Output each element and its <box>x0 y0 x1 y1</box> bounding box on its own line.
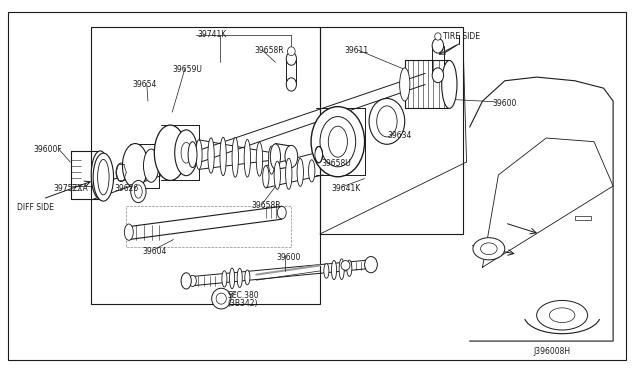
Ellipse shape <box>286 52 296 65</box>
Ellipse shape <box>311 107 365 177</box>
Ellipse shape <box>341 260 350 270</box>
Ellipse shape <box>93 153 113 201</box>
Ellipse shape <box>473 238 505 260</box>
Text: 39658R: 39658R <box>254 46 284 55</box>
Text: 39741K: 39741K <box>198 30 227 39</box>
Text: 39634: 39634 <box>387 131 412 140</box>
Ellipse shape <box>92 151 109 199</box>
Ellipse shape <box>347 260 352 276</box>
Text: 39604: 39604 <box>143 247 167 256</box>
Ellipse shape <box>365 257 378 273</box>
Ellipse shape <box>189 275 196 286</box>
Ellipse shape <box>432 38 444 53</box>
Ellipse shape <box>208 138 214 173</box>
Text: 39600: 39600 <box>276 253 301 262</box>
Ellipse shape <box>244 140 250 177</box>
Ellipse shape <box>124 224 133 240</box>
Ellipse shape <box>181 142 191 163</box>
Ellipse shape <box>324 263 329 278</box>
Ellipse shape <box>98 160 109 195</box>
Text: DIFF SIDE: DIFF SIDE <box>17 203 54 212</box>
Text: 39658R: 39658R <box>252 201 282 210</box>
Ellipse shape <box>549 308 575 323</box>
Ellipse shape <box>285 145 298 167</box>
Text: 39654: 39654 <box>132 80 156 89</box>
Text: 39659U: 39659U <box>172 65 202 74</box>
Ellipse shape <box>131 180 146 203</box>
Ellipse shape <box>116 163 126 182</box>
Ellipse shape <box>216 293 227 304</box>
Ellipse shape <box>188 142 197 167</box>
Bar <box>320 27 463 234</box>
Ellipse shape <box>212 288 231 309</box>
Bar <box>125 206 291 247</box>
Ellipse shape <box>222 271 227 287</box>
Ellipse shape <box>134 185 142 198</box>
Bar <box>575 215 591 220</box>
Ellipse shape <box>315 147 323 163</box>
Text: 39600: 39600 <box>492 99 516 108</box>
Ellipse shape <box>277 206 286 219</box>
Text: 39600F: 39600F <box>33 145 62 154</box>
Ellipse shape <box>399 68 410 101</box>
Ellipse shape <box>320 116 356 167</box>
Ellipse shape <box>245 270 250 285</box>
Text: 39658U: 39658U <box>321 160 351 169</box>
Ellipse shape <box>230 268 235 289</box>
Ellipse shape <box>328 126 348 157</box>
Ellipse shape <box>237 268 243 288</box>
Ellipse shape <box>268 146 275 174</box>
Ellipse shape <box>432 68 444 83</box>
Ellipse shape <box>435 33 441 40</box>
Ellipse shape <box>154 125 186 180</box>
Text: 39626: 39626 <box>115 184 139 193</box>
Ellipse shape <box>377 106 397 137</box>
Ellipse shape <box>220 137 227 176</box>
Ellipse shape <box>143 149 159 182</box>
Ellipse shape <box>181 273 191 289</box>
Text: 39611: 39611 <box>344 46 369 55</box>
Ellipse shape <box>481 243 497 255</box>
Ellipse shape <box>297 158 303 186</box>
Ellipse shape <box>175 130 198 176</box>
Ellipse shape <box>95 160 105 190</box>
Text: 39641K: 39641K <box>332 184 361 193</box>
Text: 39752XA: 39752XA <box>54 184 88 193</box>
Text: (3B342): (3B342) <box>228 299 258 308</box>
Text: SEC.380: SEC.380 <box>228 291 259 300</box>
Ellipse shape <box>285 158 292 189</box>
Ellipse shape <box>122 144 148 188</box>
Ellipse shape <box>270 144 280 169</box>
Ellipse shape <box>442 61 457 109</box>
Ellipse shape <box>232 137 239 177</box>
Ellipse shape <box>274 161 280 189</box>
Ellipse shape <box>308 160 315 182</box>
Ellipse shape <box>339 259 344 279</box>
Ellipse shape <box>287 47 295 56</box>
Ellipse shape <box>196 140 202 169</box>
Ellipse shape <box>286 78 296 91</box>
Ellipse shape <box>369 99 404 144</box>
Bar <box>91 27 320 304</box>
Ellipse shape <box>537 301 588 330</box>
Text: TIRE SIDE: TIRE SIDE <box>443 32 480 41</box>
Ellipse shape <box>262 166 269 188</box>
Text: J396008H: J396008H <box>534 347 571 356</box>
Ellipse shape <box>256 142 262 176</box>
Ellipse shape <box>332 260 337 280</box>
